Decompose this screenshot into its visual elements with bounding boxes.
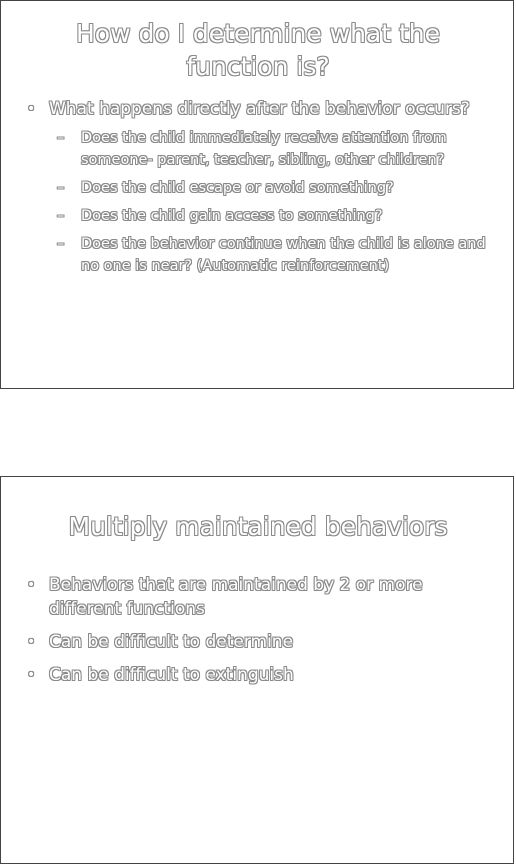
sub-bullet-text: Does the child immediately receive atten…: [81, 130, 447, 168]
slide-title: Multiply maintained behaviors: [68, 512, 448, 541]
sub-bullet-item: – Does the child escape or avoid somethi…: [57, 177, 495, 199]
bullet-icon: •: [27, 634, 36, 650]
bullet-text: Behaviors that are maintained by 2 or mo…: [49, 575, 423, 619]
slide-1: How do I determine what the function is?…: [0, 0, 514, 389]
bullet-text: What happens directly after the behavior…: [49, 99, 470, 119]
bullet-icon: •: [27, 577, 36, 593]
dash-icon: –: [57, 236, 65, 252]
sub-bullet-item: – Does the child immediately receive att…: [57, 127, 495, 171]
bullet-text: Can be difficult to extinguish: [49, 665, 294, 685]
bullet-list: • Behaviors that are maintained by 2 or …: [25, 573, 495, 696]
bullet-icon: •: [27, 101, 36, 117]
bullet-list: • What happens directly after the behavi…: [25, 97, 495, 286]
sub-bullet-item: – Does the child gain access to somethin…: [57, 205, 495, 227]
bullet-item: • Behaviors that are maintained by 2 or …: [25, 573, 495, 621]
bullet-item: • Can be difficult to extinguish: [25, 663, 495, 687]
bullet-text: Can be difficult to determine: [49, 632, 294, 652]
sub-bullet-list: – Does the child immediately receive att…: [49, 127, 495, 277]
sub-bullet-text: Does the behavior continue when the chil…: [81, 236, 486, 274]
sub-bullet-item: – Does the behavior continue when the ch…: [57, 233, 495, 277]
slide-title: How do I determine what the function is?: [75, 19, 441, 81]
bullet-item: • Can be difficult to determine: [25, 630, 495, 654]
sub-bullet-text: Does the child escape or avoid something…: [81, 180, 394, 196]
sub-bullet-text: Does the child gain access to something?: [81, 208, 383, 224]
bullet-icon: •: [27, 667, 36, 683]
dash-icon: –: [57, 208, 65, 224]
bullet-item: • What happens directly after the behavi…: [25, 97, 495, 277]
dash-icon: –: [57, 130, 65, 146]
slide-2: Multiply maintained behaviors • Behavior…: [0, 476, 514, 864]
dash-icon: –: [57, 180, 65, 196]
